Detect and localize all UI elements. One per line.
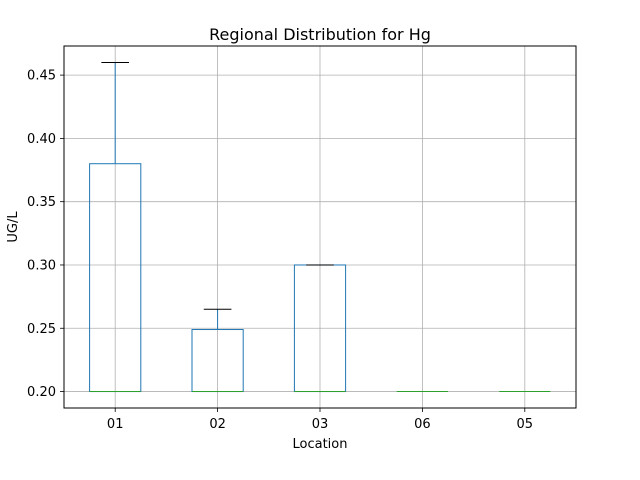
boxes (89, 61, 551, 393)
y-tick-label: 0.20 (27, 385, 56, 400)
axis-ticks: 01 02 03 06 05 0.20 0.25 0.30 0.35 0.40 0.45 (27, 69, 533, 432)
grid-lines (64, 46, 576, 408)
x-tick-label: 06 (414, 417, 431, 432)
y-axis-label: UG/L (6, 211, 21, 243)
y-tick-label: 0.45 (27, 69, 56, 84)
x-tick-label: 03 (312, 417, 329, 432)
x-tick-label: 05 (517, 417, 534, 432)
y-tick-label: 0.30 (27, 258, 56, 273)
y-tick-label: 0.40 (27, 132, 56, 147)
chart-title: Regional Distribution for Hg (209, 25, 431, 44)
box-03 (293, 264, 347, 393)
x-tick-label: 02 (209, 417, 226, 432)
y-tick-label: 0.35 (27, 195, 56, 210)
box-01 (89, 61, 142, 393)
y-tick-label: 0.25 (27, 322, 56, 337)
x-tick-label: 01 (107, 417, 124, 432)
x-axis-label: Location (293, 437, 348, 452)
box-02 (191, 308, 244, 393)
